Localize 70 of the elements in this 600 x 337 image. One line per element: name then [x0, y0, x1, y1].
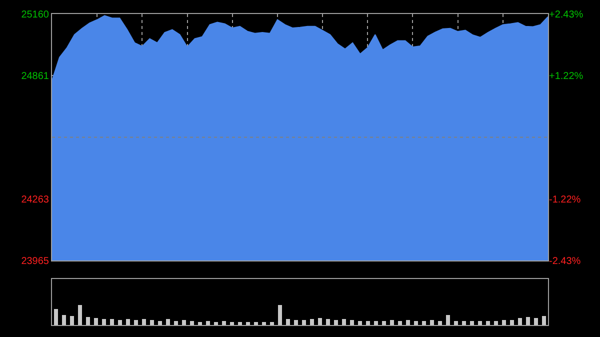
bar: [206, 321, 210, 325]
bar: [54, 309, 58, 325]
bar: [70, 316, 74, 325]
bar: [462, 321, 466, 325]
bar: [118, 320, 122, 325]
bar: [126, 319, 130, 325]
bar: [102, 319, 106, 325]
bar: [414, 321, 418, 325]
bar: [350, 320, 354, 325]
y-tick-label: 24263: [21, 194, 50, 206]
bar: [238, 322, 242, 325]
bar: [438, 321, 442, 325]
bar: [246, 322, 250, 325]
bar: [222, 321, 226, 325]
bar: [398, 321, 402, 325]
bar: [254, 322, 258, 325]
bar: [406, 320, 410, 325]
bar: [278, 305, 282, 325]
bar: [534, 318, 538, 325]
bar: [526, 317, 530, 325]
bar: [470, 321, 474, 325]
bar: [390, 320, 394, 325]
bar: [422, 321, 426, 325]
bar: [446, 315, 450, 325]
y-tick-label: 24861: [21, 71, 50, 82]
bar: [326, 319, 330, 325]
bar: [502, 320, 506, 325]
bar: [134, 320, 138, 325]
y2-tick-label: -1.22%: [549, 194, 581, 206]
bar: [366, 321, 370, 325]
bar: [150, 320, 154, 325]
bar: [166, 319, 170, 325]
bar: [358, 321, 362, 325]
bar: [182, 320, 186, 325]
bar: [486, 321, 490, 325]
bar: [382, 321, 386, 325]
bar: [310, 319, 314, 325]
bar: [454, 321, 458, 325]
y-tick-label: 23965: [21, 256, 50, 267]
bar: [294, 320, 298, 325]
bar: [198, 322, 202, 325]
bar: [374, 321, 378, 325]
bar: [334, 320, 338, 325]
bar: [142, 319, 146, 325]
bar: [286, 319, 290, 325]
bar: [174, 321, 178, 325]
y2-tick-label: +1.22%: [549, 70, 584, 82]
bar: [518, 318, 522, 325]
bar: [78, 305, 82, 325]
bar: [494, 321, 498, 325]
y-tick-label: 25160: [21, 10, 50, 20]
bar: [542, 316, 546, 325]
bar: [510, 320, 514, 325]
bar: [94, 318, 98, 325]
bar: [302, 320, 306, 325]
bar: [270, 322, 274, 325]
y2-tick-label: -2.43%: [549, 256, 581, 267]
bar: [110, 319, 114, 325]
bar: [318, 318, 322, 325]
y2-tick-label: +2.43%: [549, 10, 584, 20]
bar: [62, 315, 66, 325]
bar: [262, 322, 266, 325]
bar: [214, 322, 218, 325]
bar: [230, 322, 234, 325]
bar: [342, 319, 346, 325]
bar: [478, 321, 482, 325]
bar: [86, 317, 90, 325]
bar: [190, 321, 194, 325]
bar: [430, 320, 434, 325]
bar: [158, 321, 162, 325]
